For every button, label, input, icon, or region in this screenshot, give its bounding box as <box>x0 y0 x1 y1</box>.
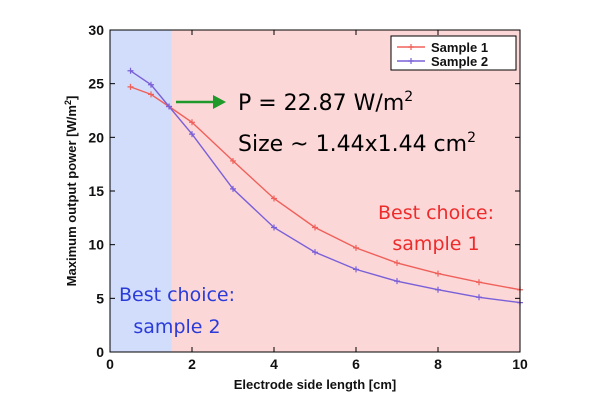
legend-marker-2 <box>408 58 414 64</box>
power-annotation-sup: 2 <box>404 89 413 105</box>
legend-box <box>390 35 517 71</box>
legend-label-1: Sample 1 <box>431 40 488 55</box>
series-1-point <box>394 259 400 266</box>
series-1-point <box>353 244 359 251</box>
series-1-point <box>189 119 195 126</box>
y-tick-label: 0 <box>96 344 104 360</box>
x-tick-label: 10 <box>512 356 528 372</box>
series-1-point <box>312 224 318 231</box>
series-2-point <box>189 131 195 138</box>
region-sample2 <box>110 30 172 352</box>
series-2-point <box>476 294 482 301</box>
green-arrow-head <box>213 95 226 109</box>
x-tick-label: 2 <box>188 356 196 372</box>
series-2-point <box>271 224 277 231</box>
best-choice-sample2-line1: Best choice: <box>119 284 235 306</box>
x-tick-label: 8 <box>434 356 442 372</box>
axes-group: 0 2 4 6 8 10 0 5 10 15 20 25 30 Electrode side length… <box>63 22 528 392</box>
y-axis-title-text: Maximum output power [W/m <box>64 105 79 286</box>
series-2-point <box>166 103 173 110</box>
series-group <box>127 67 523 306</box>
series-2-point <box>312 249 318 256</box>
series-2-point <box>127 67 134 74</box>
power-annotation-text: P = 22.87 W/m <box>238 91 404 116</box>
x-tick-label: 4 <box>270 356 278 372</box>
x-axis-title: Electrode side length [cm] <box>234 377 397 392</box>
series-2-point <box>435 286 441 293</box>
legend-marker-1 <box>408 44 414 50</box>
series-1-point <box>476 279 482 286</box>
y-axis-title: Maximum output power [W/m2] <box>63 96 79 287</box>
background-regions <box>110 30 520 352</box>
series-1-point <box>230 157 236 164</box>
y-tick-label: 20 <box>88 129 104 145</box>
y-tick-label: 25 <box>88 76 104 92</box>
legend-label-2: Sample 2 <box>431 54 488 69</box>
y-tick-label: 30 <box>88 22 104 38</box>
series-2-point <box>353 266 359 273</box>
series-1-point <box>271 195 277 202</box>
y-tick-label: 15 <box>88 183 104 199</box>
best-choice-sample1-line2: sample 1 <box>392 233 479 255</box>
series-2-point <box>148 81 154 88</box>
series-1-point <box>148 91 154 98</box>
series-2-point <box>230 185 236 192</box>
y-axis-title-sup: 2 <box>63 100 73 105</box>
series-line-2 <box>130 70 521 304</box>
size-annotation: Size ~ 1.44x1.44 cm2 <box>238 130 476 157</box>
y-tick-label: 5 <box>96 290 104 306</box>
size-annotation-sup: 2 <box>467 130 476 146</box>
series-line-1 <box>130 86 521 291</box>
size-annotation-text: Size ~ 1.44x1.44 cm <box>238 132 467 157</box>
region-sample1 <box>171 30 520 352</box>
y-axis-title-end: ] <box>64 96 79 100</box>
series-1-point <box>435 270 441 277</box>
x-tick-label: 0 <box>106 356 114 372</box>
best-choice-sample1-line1: Best choice: <box>378 202 494 224</box>
series-1-point <box>127 83 134 90</box>
y-tick-label: 10 <box>88 237 104 253</box>
power-annotation: P = 22.87 W/m2 <box>238 89 413 116</box>
best-choice-sample2-line2: sample 2 <box>133 316 220 338</box>
series-2-point <box>394 278 400 285</box>
x-tick-label: 6 <box>352 356 360 372</box>
